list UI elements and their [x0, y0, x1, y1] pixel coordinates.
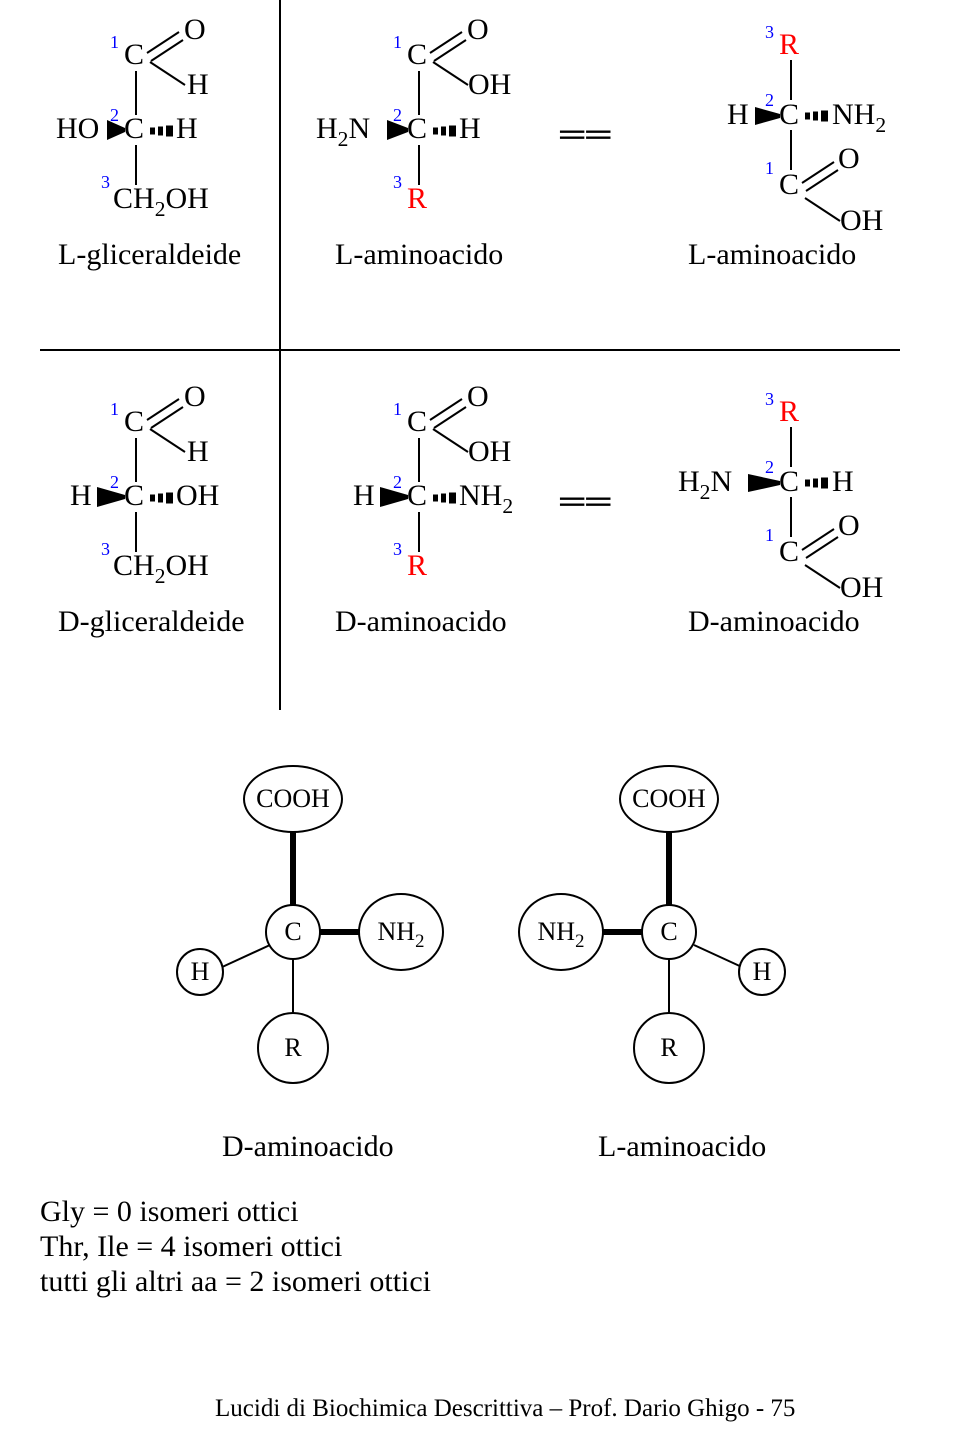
tutti-text: tutti gli altri aa = 2 isomeri ottici: [40, 1265, 431, 1299]
page-footer: Lucidi di Biochimica Descrittiva – Prof.…: [215, 1395, 795, 1423]
gly-text: Gly = 0 isomeri ottici: [40, 1195, 299, 1229]
c-circle: C: [641, 904, 697, 960]
nh2-circle: NH2: [518, 893, 604, 971]
l-aminoacido-label-3d: L-aminoacido: [598, 1130, 766, 1164]
r-circle: R: [633, 1012, 705, 1084]
cooh-circle: COOH: [619, 765, 719, 833]
h-circle: H: [738, 948, 786, 996]
thr-text: Thr, Ile = 4 isomeri ottici: [40, 1230, 342, 1264]
